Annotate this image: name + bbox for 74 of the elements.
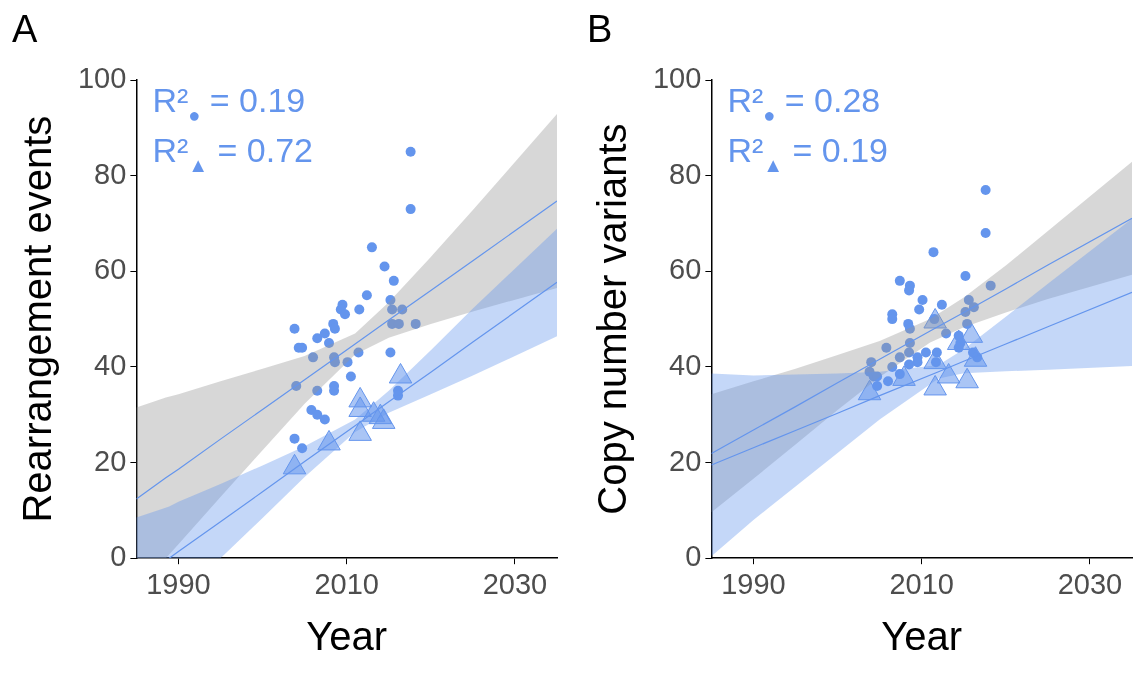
annotation: R²● = 0.19: [152, 81, 306, 126]
annotation: R²▲ = 0.19: [727, 131, 888, 176]
y-tick-label: 20: [669, 444, 702, 477]
chart-title: A: [12, 8, 38, 51]
point: [388, 275, 399, 286]
point: [340, 309, 351, 320]
point: [931, 347, 942, 358]
annotation: R²▲ = 0.72: [152, 131, 313, 176]
point: [960, 271, 971, 282]
y-tick-label: 80: [669, 157, 702, 190]
point: [405, 204, 416, 215]
point: [928, 247, 939, 258]
point: [387, 304, 398, 315]
y-tick-label: 100: [77, 62, 127, 94]
point: [405, 146, 416, 157]
point: [353, 347, 364, 358]
point: [385, 347, 396, 358]
point: [894, 352, 905, 363]
y-axis-title: Copy number variants: [590, 123, 635, 515]
x-tick-label: 2030: [1057, 567, 1123, 600]
point: [289, 433, 300, 444]
y-axis-title: Rearrangement events: [15, 115, 60, 523]
point: [319, 414, 330, 425]
point: [963, 294, 974, 305]
point: [366, 242, 377, 253]
point: [319, 328, 330, 339]
y-tick-label: 60: [94, 253, 127, 286]
y-tick-label: 40: [669, 348, 702, 381]
point: [342, 357, 353, 368]
point: [308, 352, 319, 363]
x-tick-label: 2010: [314, 567, 379, 600]
point: [361, 290, 372, 301]
point: [941, 328, 952, 339]
point: [354, 304, 365, 315]
point: [904, 347, 915, 358]
point: [385, 294, 396, 305]
point: [936, 299, 947, 310]
point: [920, 347, 931, 358]
y-tick-label: 80: [94, 157, 127, 190]
point: [872, 381, 883, 392]
x-tick-label: 1990: [146, 567, 211, 600]
point: [962, 318, 973, 329]
point: [894, 275, 905, 286]
point: [883, 376, 894, 387]
annotation: R²● = 0.28: [727, 81, 881, 126]
y-tick-label: 20: [94, 444, 127, 477]
y-tick-label: 40: [94, 348, 127, 381]
point: [887, 361, 898, 372]
x-tick-label: 1990: [721, 567, 786, 600]
x-tick-label: 2010: [889, 567, 954, 600]
point: [379, 261, 390, 272]
point: [312, 333, 323, 344]
x-tick-label: 2030: [482, 567, 548, 600]
y-tick-label: 60: [669, 253, 702, 286]
y-tick-label: 0: [110, 540, 127, 573]
point: [917, 294, 928, 305]
point: [904, 359, 915, 370]
point: [289, 323, 300, 334]
point: [985, 280, 996, 291]
point: [410, 318, 421, 329]
point: [324, 338, 335, 349]
x-axis-title: Year: [306, 614, 388, 659]
chart-title: B: [587, 8, 613, 51]
y-tick-label: 100: [652, 62, 702, 94]
point: [297, 443, 308, 454]
point: [980, 228, 991, 239]
point: [881, 342, 892, 353]
x-axis-title: Year: [881, 614, 963, 659]
y-tick-label: 0: [685, 540, 702, 573]
point: [914, 304, 925, 315]
point: [312, 385, 323, 396]
point: [345, 371, 356, 382]
point: [980, 184, 991, 195]
point: [312, 409, 323, 420]
